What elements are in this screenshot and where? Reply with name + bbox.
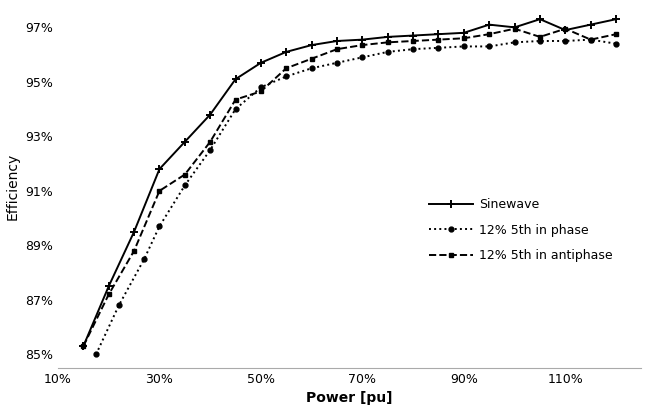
12% 5th in phase [612,41,620,46]
12% 5th in phase [562,39,569,44]
12% 5th in phase [308,66,316,71]
Y-axis label: Efficiency: Efficiency [6,153,19,220]
Sinewave [130,229,138,234]
12% 5th in antiphase [562,26,569,31]
12% 5th in antiphase [612,32,620,37]
12% 5th in phase [282,74,290,79]
Sinewave [612,17,620,22]
Sinewave [155,166,163,171]
12% 5th in phase [333,60,341,65]
12% 5th in antiphase [333,47,341,52]
12% 5th in antiphase [384,40,391,45]
12% 5th in phase [384,49,391,54]
Sinewave [181,139,189,144]
12% 5th in antiphase [206,139,214,144]
12% 5th in phase [358,55,366,60]
12% 5th in antiphase [485,32,493,37]
Sinewave [562,28,569,32]
Sinewave [308,43,316,48]
Line: Sinewave: Sinewave [79,15,620,351]
12% 5th in phase [181,183,189,188]
12% 5th in antiphase [536,35,544,39]
12% 5th in phase [587,37,595,42]
12% 5th in antiphase [105,292,113,297]
12% 5th in phase [410,47,417,52]
12% 5th in antiphase [80,344,87,349]
12% 5th in phase [115,303,123,308]
12% 5th in phase [232,106,239,111]
12% 5th in phase [435,45,443,50]
Sinewave [410,33,417,38]
Legend: Sinewave, 12% 5th in phase, 12% 5th in antiphase: Sinewave, 12% 5th in phase, 12% 5th in a… [424,193,618,267]
12% 5th in phase [510,40,518,45]
Sinewave [384,35,391,39]
Line: 12% 5th in phase: 12% 5th in phase [94,37,619,357]
12% 5th in antiphase [410,39,417,44]
Sinewave [358,37,366,42]
Sinewave [587,22,595,27]
12% 5th in antiphase [282,66,290,71]
Sinewave [80,344,87,349]
12% 5th in phase [257,85,265,90]
12% 5th in antiphase [155,188,163,193]
12% 5th in phase [536,39,544,44]
12% 5th in antiphase [435,37,443,42]
Sinewave [282,49,290,54]
12% 5th in phase [92,352,100,357]
Sinewave [257,60,265,65]
Sinewave [105,284,113,289]
12% 5th in phase [155,224,163,229]
Sinewave [536,17,544,22]
Sinewave [485,22,493,27]
12% 5th in antiphase [130,248,138,253]
Line: 12% 5th in antiphase: 12% 5th in antiphase [81,26,619,349]
12% 5th in antiphase [510,26,518,31]
Sinewave [333,39,341,44]
Sinewave [232,77,239,82]
12% 5th in antiphase [257,89,265,94]
12% 5th in phase [485,44,493,49]
12% 5th in antiphase [460,36,468,41]
Sinewave [460,30,468,35]
12% 5th in antiphase [308,56,316,61]
12% 5th in antiphase [587,37,595,42]
12% 5th in antiphase [358,43,366,48]
12% 5th in phase [460,44,468,49]
12% 5th in antiphase [232,97,239,102]
X-axis label: Power [pu]: Power [pu] [307,391,393,405]
12% 5th in antiphase [181,172,189,177]
12% 5th in phase [206,148,214,152]
12% 5th in phase [140,256,148,261]
Sinewave [435,32,443,37]
Sinewave [510,25,518,30]
Sinewave [206,112,214,117]
